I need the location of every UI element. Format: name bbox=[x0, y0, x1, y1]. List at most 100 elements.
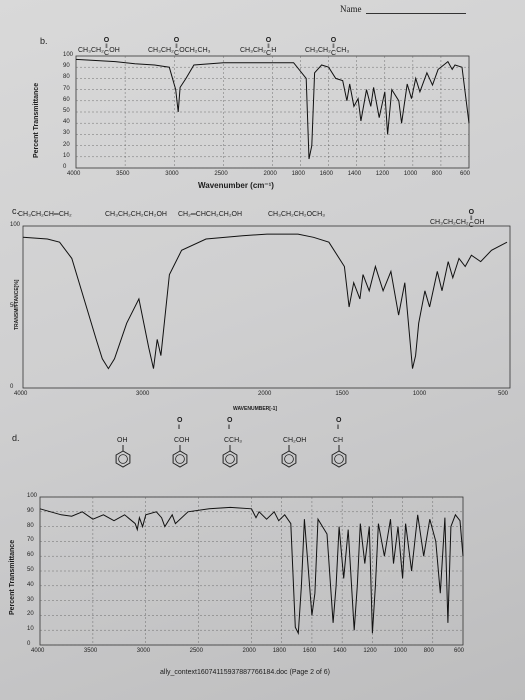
x-tick-label: 1600 bbox=[302, 648, 317, 654]
x-tick-label: 3500 bbox=[83, 648, 98, 654]
y-tick-label: 0 bbox=[10, 384, 14, 390]
benzene-ring-3 bbox=[222, 445, 238, 468]
spectrum-line bbox=[22, 233, 508, 370]
carbonyl-carbon: C bbox=[173, 50, 180, 57]
y-tick-label: 90 bbox=[27, 507, 34, 514]
compound-suffix: OH bbox=[109, 47, 120, 54]
y-tick-label: 90 bbox=[63, 63, 70, 70]
x-tick-label: 1500 bbox=[335, 391, 349, 397]
x-tick-label: 3000 bbox=[165, 171, 179, 177]
compound-d-2-substituent: COH bbox=[174, 437, 190, 444]
carbonyl-carbon: C bbox=[330, 50, 337, 57]
double-bond: ‖ bbox=[470, 216, 473, 222]
carbonyl-group: O ‖ C bbox=[266, 37, 271, 57]
compound-d-3-substituent: CCH₃ bbox=[224, 437, 243, 444]
compound-b-1: CH₃CH₂ O ‖ COH bbox=[78, 37, 120, 57]
x-tick-label: 4000 bbox=[31, 648, 45, 654]
y-tick-label: 20 bbox=[27, 611, 34, 618]
x-tick-label: 1000 bbox=[412, 391, 427, 397]
y-tick-label: 50 bbox=[27, 567, 34, 573]
compound-d-5-double-bond: ‖ bbox=[337, 425, 340, 431]
compound-suffix: OH bbox=[474, 219, 485, 226]
compound-c-3: CH₂═CHCH₂CH₂OH bbox=[178, 211, 243, 218]
panel-b-label: b. bbox=[40, 36, 48, 46]
compound-d-3-double-bond: ‖ bbox=[228, 425, 231, 431]
compound-prefix: CH₃CH₂CH₂ bbox=[430, 219, 469, 226]
y-tick-label: 50 bbox=[10, 303, 17, 309]
compound-b-2: CH₃CH₂ O ‖ COCH₂CH₃ bbox=[148, 37, 210, 57]
compound-d-2-double-bond: ‖ bbox=[178, 425, 181, 431]
x-tick-label: 2500 bbox=[189, 648, 203, 654]
x-tick-label: 1800 bbox=[291, 171, 305, 177]
y-tick-label: 30 bbox=[63, 130, 70, 137]
ring-outline bbox=[172, 450, 188, 468]
x-tick-label: 4000 bbox=[67, 171, 81, 177]
y-tick-label: 20 bbox=[63, 141, 70, 148]
compound-d-1-substituent: OH bbox=[117, 437, 128, 444]
carbonyl-group: O ‖ C bbox=[469, 209, 474, 229]
double-bond: ‖ bbox=[105, 44, 108, 50]
compound-suffix: CH₃ bbox=[336, 47, 350, 54]
compound-d-4-substituent: CH₂OH bbox=[283, 437, 307, 444]
y-tick-label: 40 bbox=[27, 581, 34, 588]
y-tick-label: 0 bbox=[27, 641, 31, 647]
x-tick-label: 1400 bbox=[333, 648, 347, 654]
y-tick-label: 70 bbox=[27, 537, 34, 544]
double-bond: ‖ bbox=[267, 44, 270, 50]
y-tick-label: 70 bbox=[63, 85, 70, 92]
y-tick-label: 60 bbox=[63, 96, 70, 103]
x-tick-label: 500 bbox=[498, 391, 509, 397]
ring-outline bbox=[222, 450, 238, 468]
oxygen-atom: O bbox=[173, 37, 180, 44]
x-tick-label: 2000 bbox=[263, 171, 277, 177]
carbonyl-carbon: C bbox=[103, 50, 110, 57]
carbonyl-group: O ‖ C bbox=[331, 37, 336, 57]
carbonyl-group: O ‖ C bbox=[174, 37, 179, 57]
benzene-ring-4 bbox=[281, 445, 297, 468]
compound-b-3: CH₃CH₂ O ‖ CH bbox=[240, 37, 277, 57]
x-axis-label-b: Wavenumber (cm⁻¹) bbox=[198, 181, 274, 190]
spectrum-line bbox=[39, 506, 464, 636]
oxygen-atom: O bbox=[468, 209, 475, 216]
x-tick-label: 1000 bbox=[403, 171, 418, 177]
name-label: Name bbox=[340, 4, 362, 14]
y-tick-label: 80 bbox=[27, 522, 34, 529]
x-tick-label: 800 bbox=[423, 648, 434, 654]
carbonyl-carbon: C bbox=[468, 222, 474, 229]
spectrum-line bbox=[75, 58, 470, 160]
oxygen-atom: O bbox=[330, 37, 337, 44]
compound-d-5-substituent: CH bbox=[333, 437, 344, 444]
y-tick-label: 100 bbox=[27, 493, 38, 499]
y-tick-label: 80 bbox=[63, 74, 70, 81]
y-tick-label: 10 bbox=[63, 152, 70, 159]
y-axis-label-c: TRANSMITTANCE[%] bbox=[14, 279, 20, 330]
carbonyl-group: O ‖ C bbox=[104, 37, 109, 57]
ir-spectrum-b bbox=[75, 55, 470, 169]
x-tick-label: 1200 bbox=[363, 648, 377, 654]
x-tick-label: 2000 bbox=[242, 648, 256, 654]
x-tick-label: 1200 bbox=[375, 171, 390, 177]
ring-outline bbox=[115, 450, 131, 468]
compound-b-4: CH₃CH₂ O ‖ CCH₃ bbox=[305, 37, 350, 57]
y-tick-label: 10 bbox=[27, 626, 34, 633]
compound-c-2: CH₃CH₂CH₂CH₂OH bbox=[105, 211, 167, 218]
compound-c-5: CH₃CH₂CH₂ O ‖ COH bbox=[430, 209, 485, 229]
x-tick-label: 3500 bbox=[116, 171, 130, 177]
compound-suffix: H bbox=[271, 47, 277, 54]
oxygen-atom: O bbox=[265, 37, 272, 44]
x-tick-label: 600 bbox=[460, 171, 471, 177]
x-tick-label: 4000 bbox=[14, 391, 28, 397]
x-tick-label: 600 bbox=[454, 648, 465, 654]
benzene-ring-2 bbox=[172, 445, 188, 468]
y-tick-label: 50 bbox=[63, 108, 70, 114]
plot-frame bbox=[22, 225, 511, 389]
name-line bbox=[366, 13, 466, 14]
x-tick-label: 2500 bbox=[214, 171, 228, 177]
y-tick-label: 100 bbox=[63, 52, 74, 58]
ir-spectrum-c bbox=[22, 225, 511, 389]
y-tick-label: 60 bbox=[27, 552, 34, 559]
panel-c-label: c. bbox=[12, 206, 20, 216]
x-axis-label-c: WAVENUMBER[-1] bbox=[233, 406, 278, 412]
